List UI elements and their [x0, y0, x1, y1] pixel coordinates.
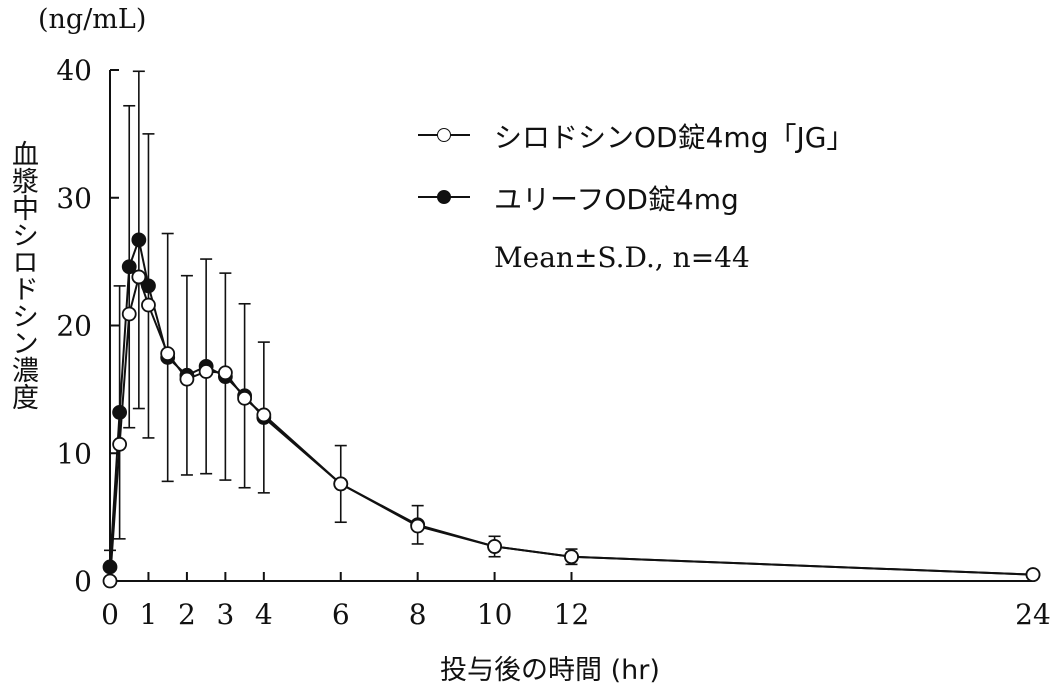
data-point-series-1	[410, 518, 426, 534]
data-point-series-1	[217, 365, 233, 381]
data-point-series-1	[333, 476, 349, 492]
data-point-series-2	[131, 232, 147, 248]
x-tick-label: 8	[409, 598, 427, 631]
data-point-series-1	[237, 390, 253, 406]
legend-marker-2	[437, 190, 451, 204]
x-tick-label: 12	[554, 598, 590, 631]
data-point-series-1	[160, 346, 176, 362]
stats-note: Mean±S.D., n=44	[494, 241, 750, 274]
x-tick-label: 24	[1015, 598, 1051, 631]
y-tick-label: 10	[56, 437, 92, 470]
data-point-series-1	[1025, 567, 1041, 583]
data-point-series-2	[141, 278, 156, 294]
data-point-series-1	[487, 539, 502, 554]
data-point-series-1	[198, 364, 214, 379]
legend-label-1: シロドシンOD錠4mg「JG」	[494, 121, 855, 154]
data-point-series-1	[102, 573, 118, 589]
data-point-series-2	[121, 259, 137, 275]
x-tick-label: 3	[216, 598, 234, 631]
legend-label-2: ユリーフOD錠4mg	[494, 183, 739, 216]
y-tick-label: 30	[56, 182, 92, 215]
series-line-2	[109, 236, 1034, 576]
y-tick-label: 0	[74, 565, 92, 598]
data-point-series-2	[112, 404, 128, 420]
series-line-1	[109, 273, 1034, 582]
data-point-series-1	[112, 436, 128, 452]
y-tick-label: 40	[56, 54, 92, 87]
x-tick-label: 10	[477, 598, 513, 631]
data-point-series-1	[141, 297, 156, 313]
x-axis-title: 投与後の時間 (hr)	[440, 655, 660, 686]
legend-marker-1	[437, 128, 451, 142]
data-point-series-1	[179, 371, 195, 387]
data-point-series-1	[256, 407, 272, 423]
y-axis-title: 血漿中シロドシン濃度	[7, 140, 38, 410]
x-tick-label: 1	[140, 598, 158, 631]
x-tick-label: 0	[101, 598, 119, 631]
y-unit-label: (ng/mL)	[38, 4, 147, 35]
x-tick-label: 6	[332, 598, 350, 631]
data-point-series-1	[121, 306, 137, 322]
x-tick-label: 2	[178, 598, 196, 631]
data-point-series-1	[131, 269, 147, 285]
data-point-series-1	[564, 549, 579, 565]
data-point-series-2	[102, 559, 118, 575]
x-tick-label: 4	[255, 598, 273, 631]
y-tick-label: 20	[56, 310, 92, 343]
